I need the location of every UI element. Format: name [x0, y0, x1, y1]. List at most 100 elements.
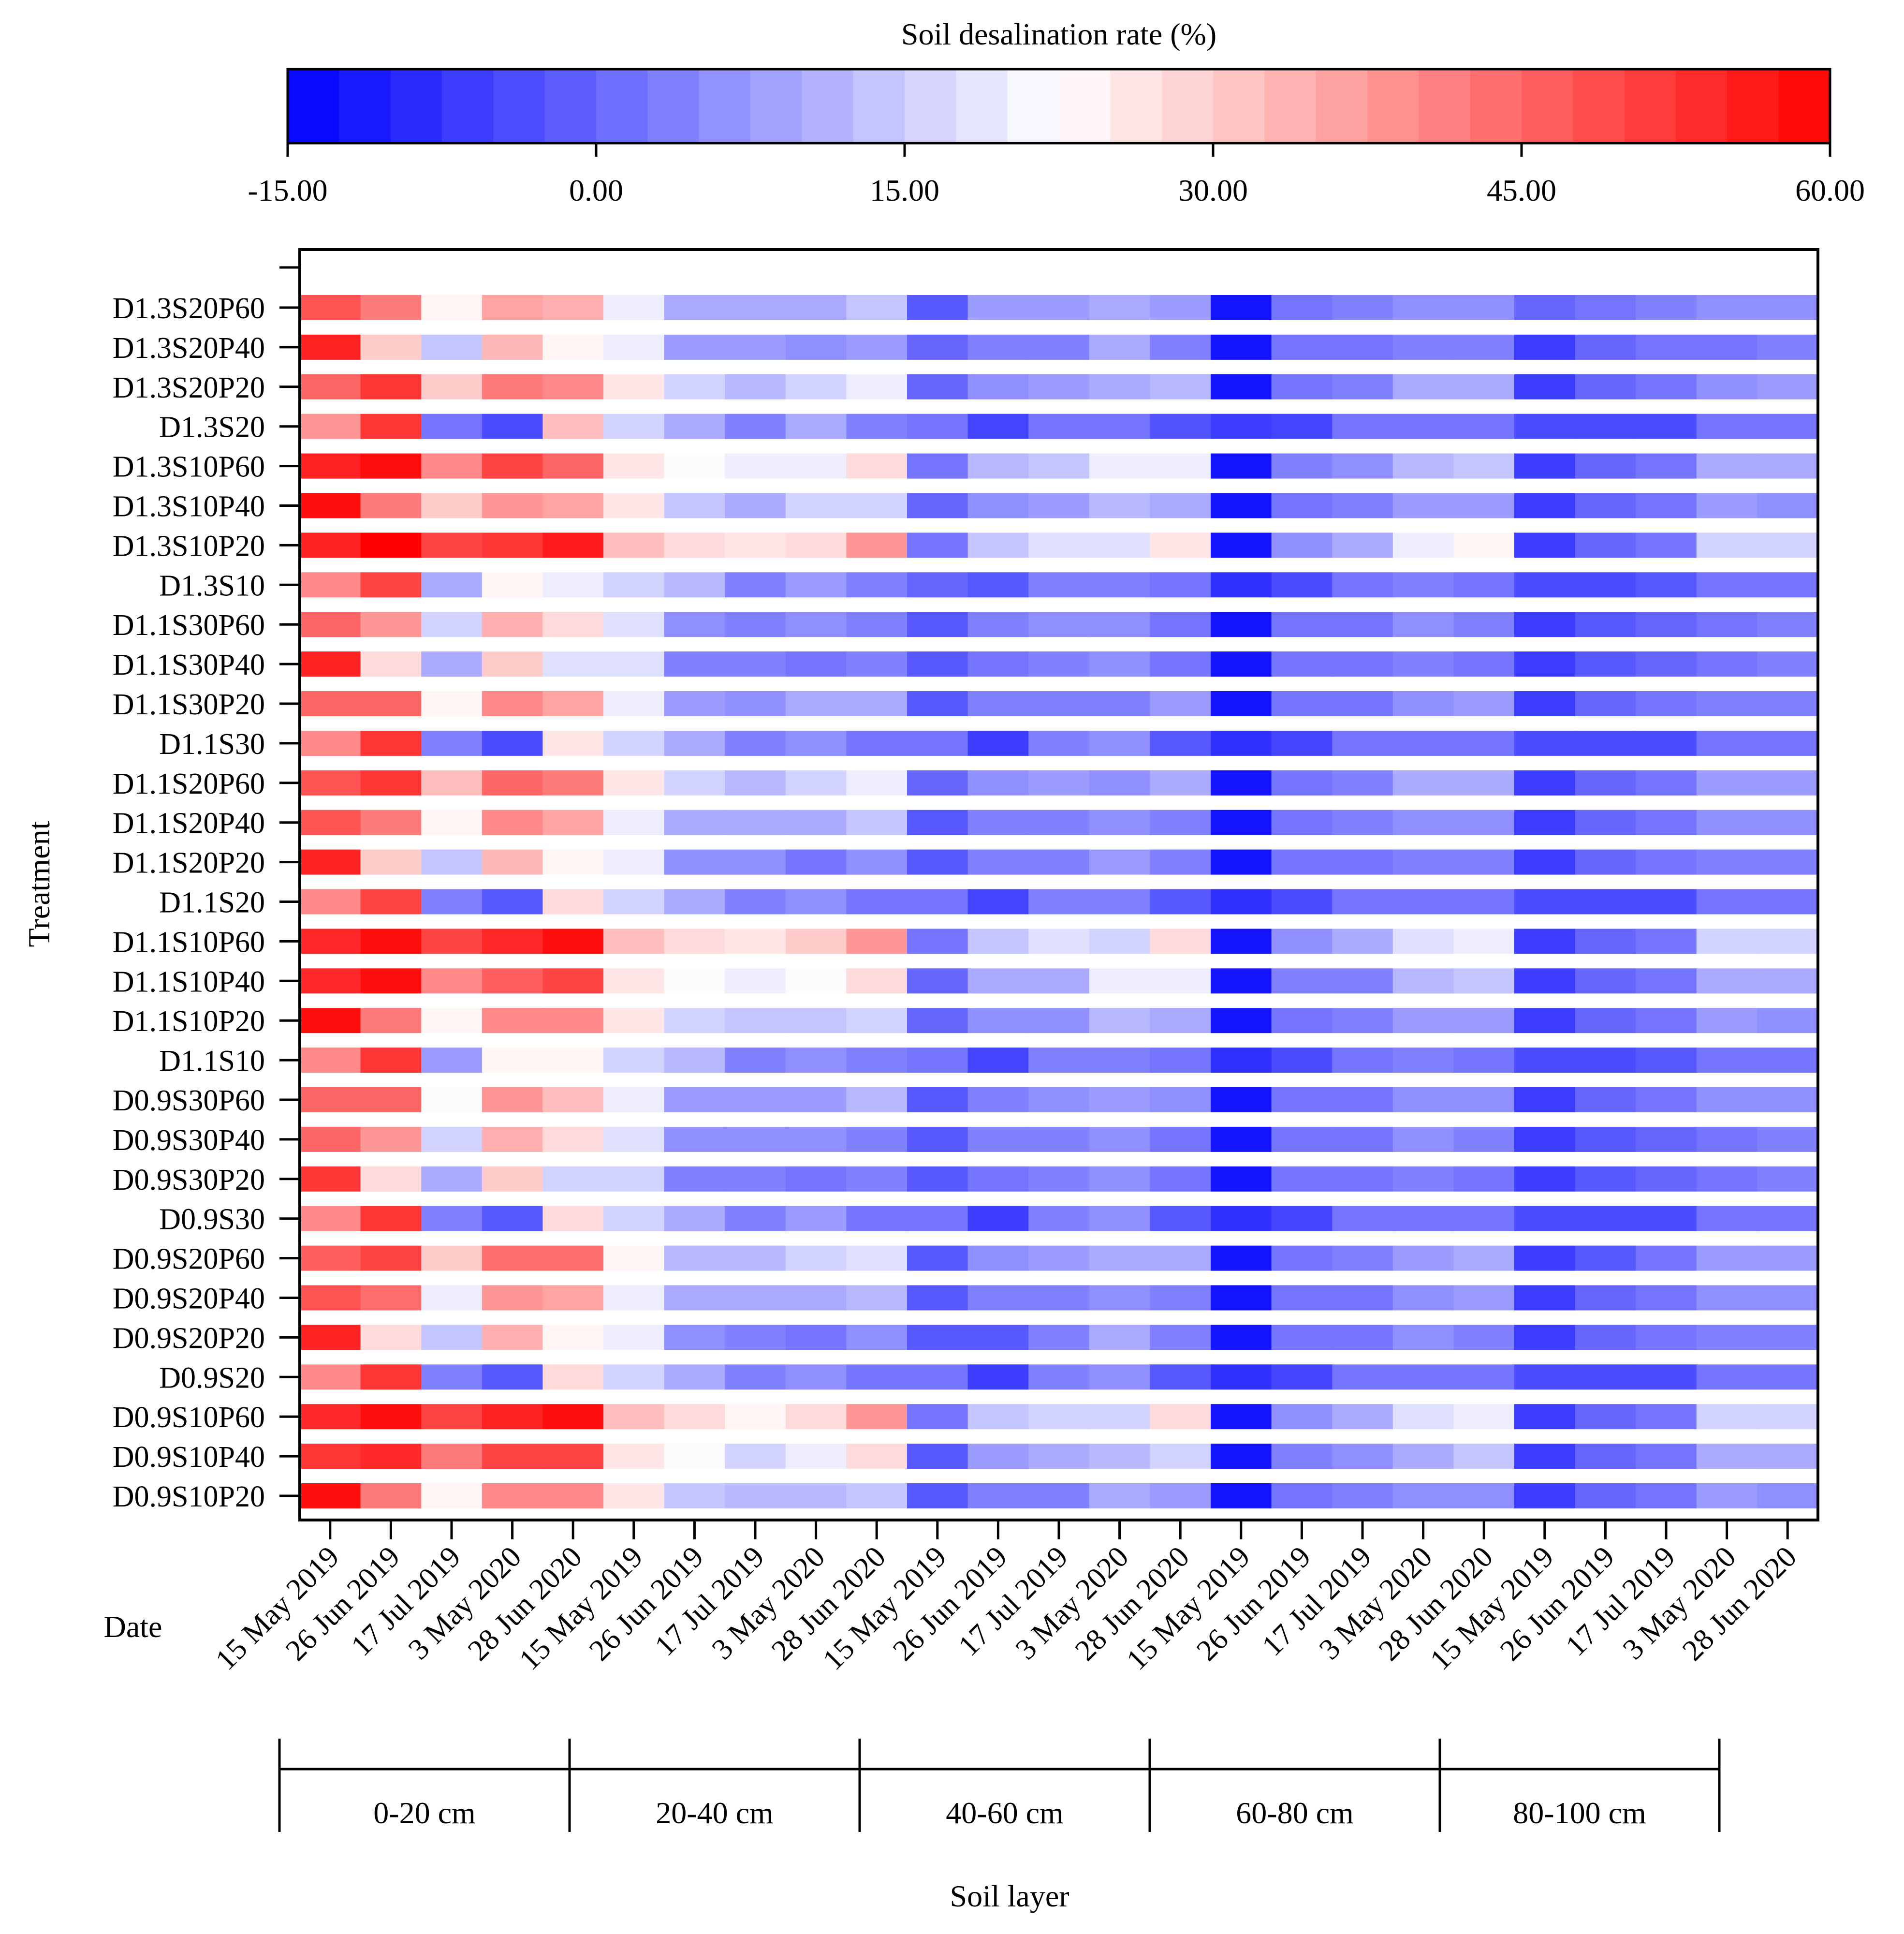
heatmap-cell	[785, 1483, 847, 1508]
heatmap-cell	[421, 1325, 483, 1350]
heatmap-cell	[725, 889, 786, 915]
heatmap-cell	[725, 1325, 786, 1350]
heatmap-cell	[664, 1285, 725, 1311]
heatmap-cell	[360, 929, 422, 954]
colorbar-step	[1161, 69, 1214, 143]
heatmap-cell	[1392, 691, 1454, 716]
colorbar-step	[1624, 69, 1676, 143]
heatmap-cell	[846, 1364, 908, 1390]
heatmap-cell	[421, 691, 483, 716]
heatmap-cell	[1028, 810, 1090, 835]
heatmap-cell	[1271, 1364, 1333, 1390]
heatmap-cell	[1028, 1483, 1090, 1508]
heatmap-cell	[1392, 968, 1454, 994]
heatmap-cell	[421, 929, 483, 954]
heatmap-cell	[1696, 1444, 1758, 1469]
heatmap-cell	[907, 968, 968, 994]
heatmap-cell	[1089, 968, 1150, 994]
heatmap-cell	[846, 295, 908, 320]
heatmap-cell	[1392, 1166, 1454, 1192]
heatmap-cell	[300, 730, 361, 756]
heatmap-cell	[846, 532, 908, 558]
heatmap-cell	[1150, 334, 1211, 360]
heatmap-cell	[421, 1008, 483, 1033]
heatmap-cell	[603, 770, 665, 796]
colorbar-step	[1007, 69, 1059, 143]
heatmap-cell	[482, 1206, 543, 1231]
heatmap-cell	[482, 1285, 543, 1311]
heatmap-cell	[846, 1166, 908, 1192]
heatmap-cell	[1514, 770, 1576, 796]
heatmap-cell	[421, 1444, 483, 1469]
heatmap-cell	[907, 612, 968, 637]
heatmap-cell	[1636, 730, 1697, 756]
heatmap-cell	[1696, 413, 1758, 439]
y-tick-label: D1.3S10P20	[113, 530, 265, 562]
heatmap-cell	[725, 453, 786, 479]
heatmap-cell	[300, 889, 361, 915]
heatmap-cell	[1696, 295, 1758, 320]
heatmap-cell	[1028, 374, 1090, 399]
heatmap-cell	[846, 1008, 908, 1033]
heatmap-cell	[1575, 1404, 1636, 1430]
heatmap-cell	[1453, 1444, 1515, 1469]
heatmap-cell	[907, 889, 968, 915]
colorbar-step	[1573, 69, 1625, 143]
heatmap-cell	[300, 1008, 361, 1033]
heatmap-cell	[1028, 1325, 1090, 1350]
heatmap-cell	[1211, 1166, 1272, 1192]
heatmap-cell	[664, 929, 725, 954]
heatmap-cell	[846, 334, 908, 360]
heatmap-cell	[603, 1285, 665, 1311]
heatmap-cell	[300, 1404, 361, 1430]
heatmap-cell	[725, 1126, 786, 1152]
heatmap-cell	[1271, 651, 1333, 677]
heatmap-cell	[1696, 1285, 1758, 1311]
heatmap-cell	[1514, 1444, 1576, 1469]
heatmap-cell	[1332, 691, 1393, 716]
heatmap-cell	[1453, 889, 1515, 915]
heatmap-cell	[1392, 453, 1454, 479]
heatmap-cell	[1757, 1126, 1818, 1152]
heatmap-cell	[725, 730, 786, 756]
heatmap-cell	[664, 691, 725, 716]
heatmap-cell	[1636, 1364, 1697, 1390]
heatmap-cell	[1089, 1483, 1150, 1508]
heatmap-cell	[1089, 295, 1150, 320]
colorbar	[288, 69, 1831, 143]
heatmap-cell	[1514, 413, 1576, 439]
heatmap-cell	[1150, 1126, 1211, 1152]
colorbar-step	[1110, 69, 1162, 143]
heatmap-cell	[603, 572, 665, 598]
heatmap-cell	[1028, 968, 1090, 994]
heatmap-cell	[1028, 1087, 1090, 1112]
heatmap-cell	[1636, 572, 1697, 598]
heatmap-cell	[1392, 572, 1454, 598]
heatmap-cell	[360, 374, 422, 399]
heatmap-cell	[542, 1245, 604, 1271]
heatmap-cell	[1089, 691, 1150, 716]
heatmap-cell	[1150, 413, 1211, 439]
heatmap-cell	[1575, 334, 1636, 360]
heatmap-cell	[846, 453, 908, 479]
heatmap-cell	[1453, 1245, 1515, 1271]
heatmap-cell	[725, 1245, 786, 1271]
heatmap-cell	[967, 493, 1029, 518]
heatmap-cell	[1453, 651, 1515, 677]
heatmap-cell	[360, 413, 422, 439]
heatmap-cell	[1089, 1126, 1150, 1152]
heatmap-cell	[1636, 295, 1697, 320]
heatmap-cell	[907, 1166, 968, 1192]
heatmap-cell	[785, 453, 847, 479]
heatmap-cell	[1089, 413, 1150, 439]
heatmap-cell	[360, 849, 422, 875]
heatmap-cell	[1696, 651, 1758, 677]
heatmap-cell	[1575, 1126, 1636, 1152]
heatmap-cell	[907, 1444, 968, 1469]
heatmap-cell	[846, 1087, 908, 1112]
heatmap-cell	[664, 413, 725, 439]
heatmap-cell	[542, 334, 604, 360]
heatmap-cell	[1028, 1285, 1090, 1311]
heatmap-cell	[1636, 532, 1697, 558]
heatmap-cell	[1757, 493, 1818, 518]
